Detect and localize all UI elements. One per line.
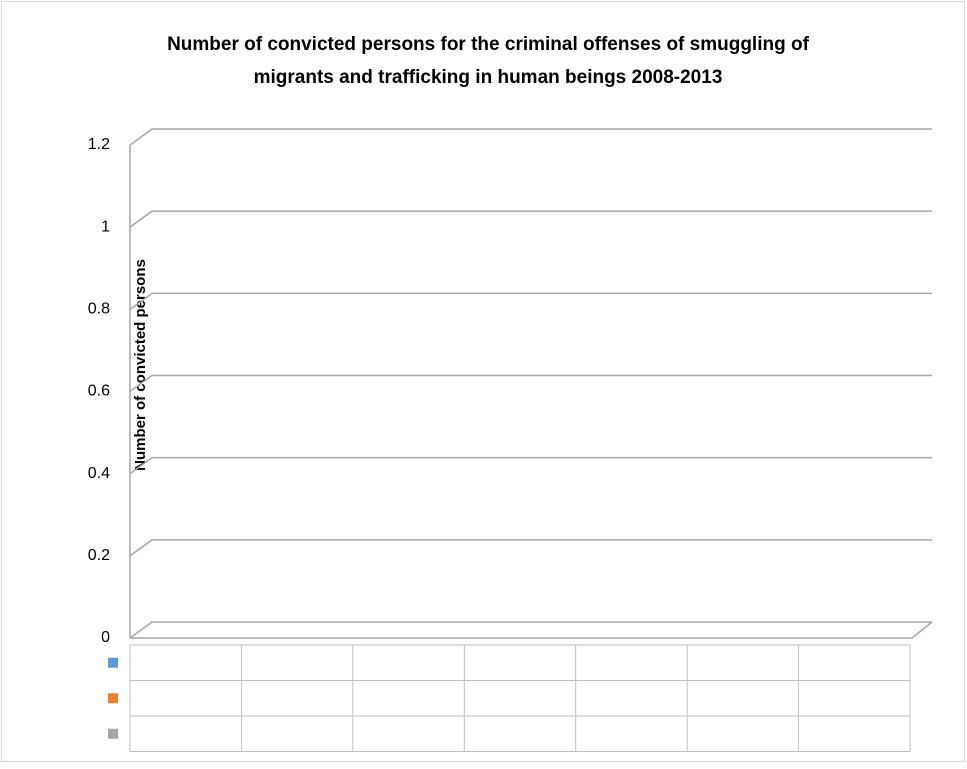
y-tick-label: 1.2 bbox=[88, 136, 110, 153]
grid-line bbox=[129, 456, 932, 475]
grid-line bbox=[129, 621, 932, 639]
y-tick-label: 0 bbox=[101, 629, 110, 646]
floor-edge bbox=[130, 621, 933, 639]
legend-key bbox=[108, 728, 118, 739]
y-tick-label: 0.8 bbox=[88, 301, 110, 318]
chart-title: Number of convicted persons for the crim… bbox=[167, 34, 810, 55]
chart-title: migrants and trafficking in human beings… bbox=[254, 67, 723, 88]
grid-line bbox=[129, 539, 932, 557]
y-axis-label: Number of convicted persons bbox=[132, 259, 149, 471]
grid-line bbox=[129, 292, 932, 310]
grid-line bbox=[129, 128, 932, 146]
legend-key bbox=[108, 657, 118, 668]
y-tick-label: 1 bbox=[101, 218, 110, 235]
grid-line bbox=[129, 210, 932, 228]
y-tick-label: 0.4 bbox=[88, 465, 110, 482]
legend-key bbox=[108, 693, 118, 704]
y-tick-label: 0.2 bbox=[88, 547, 110, 564]
y-tick-label: 0.6 bbox=[88, 383, 110, 400]
grid-line bbox=[129, 374, 932, 393]
